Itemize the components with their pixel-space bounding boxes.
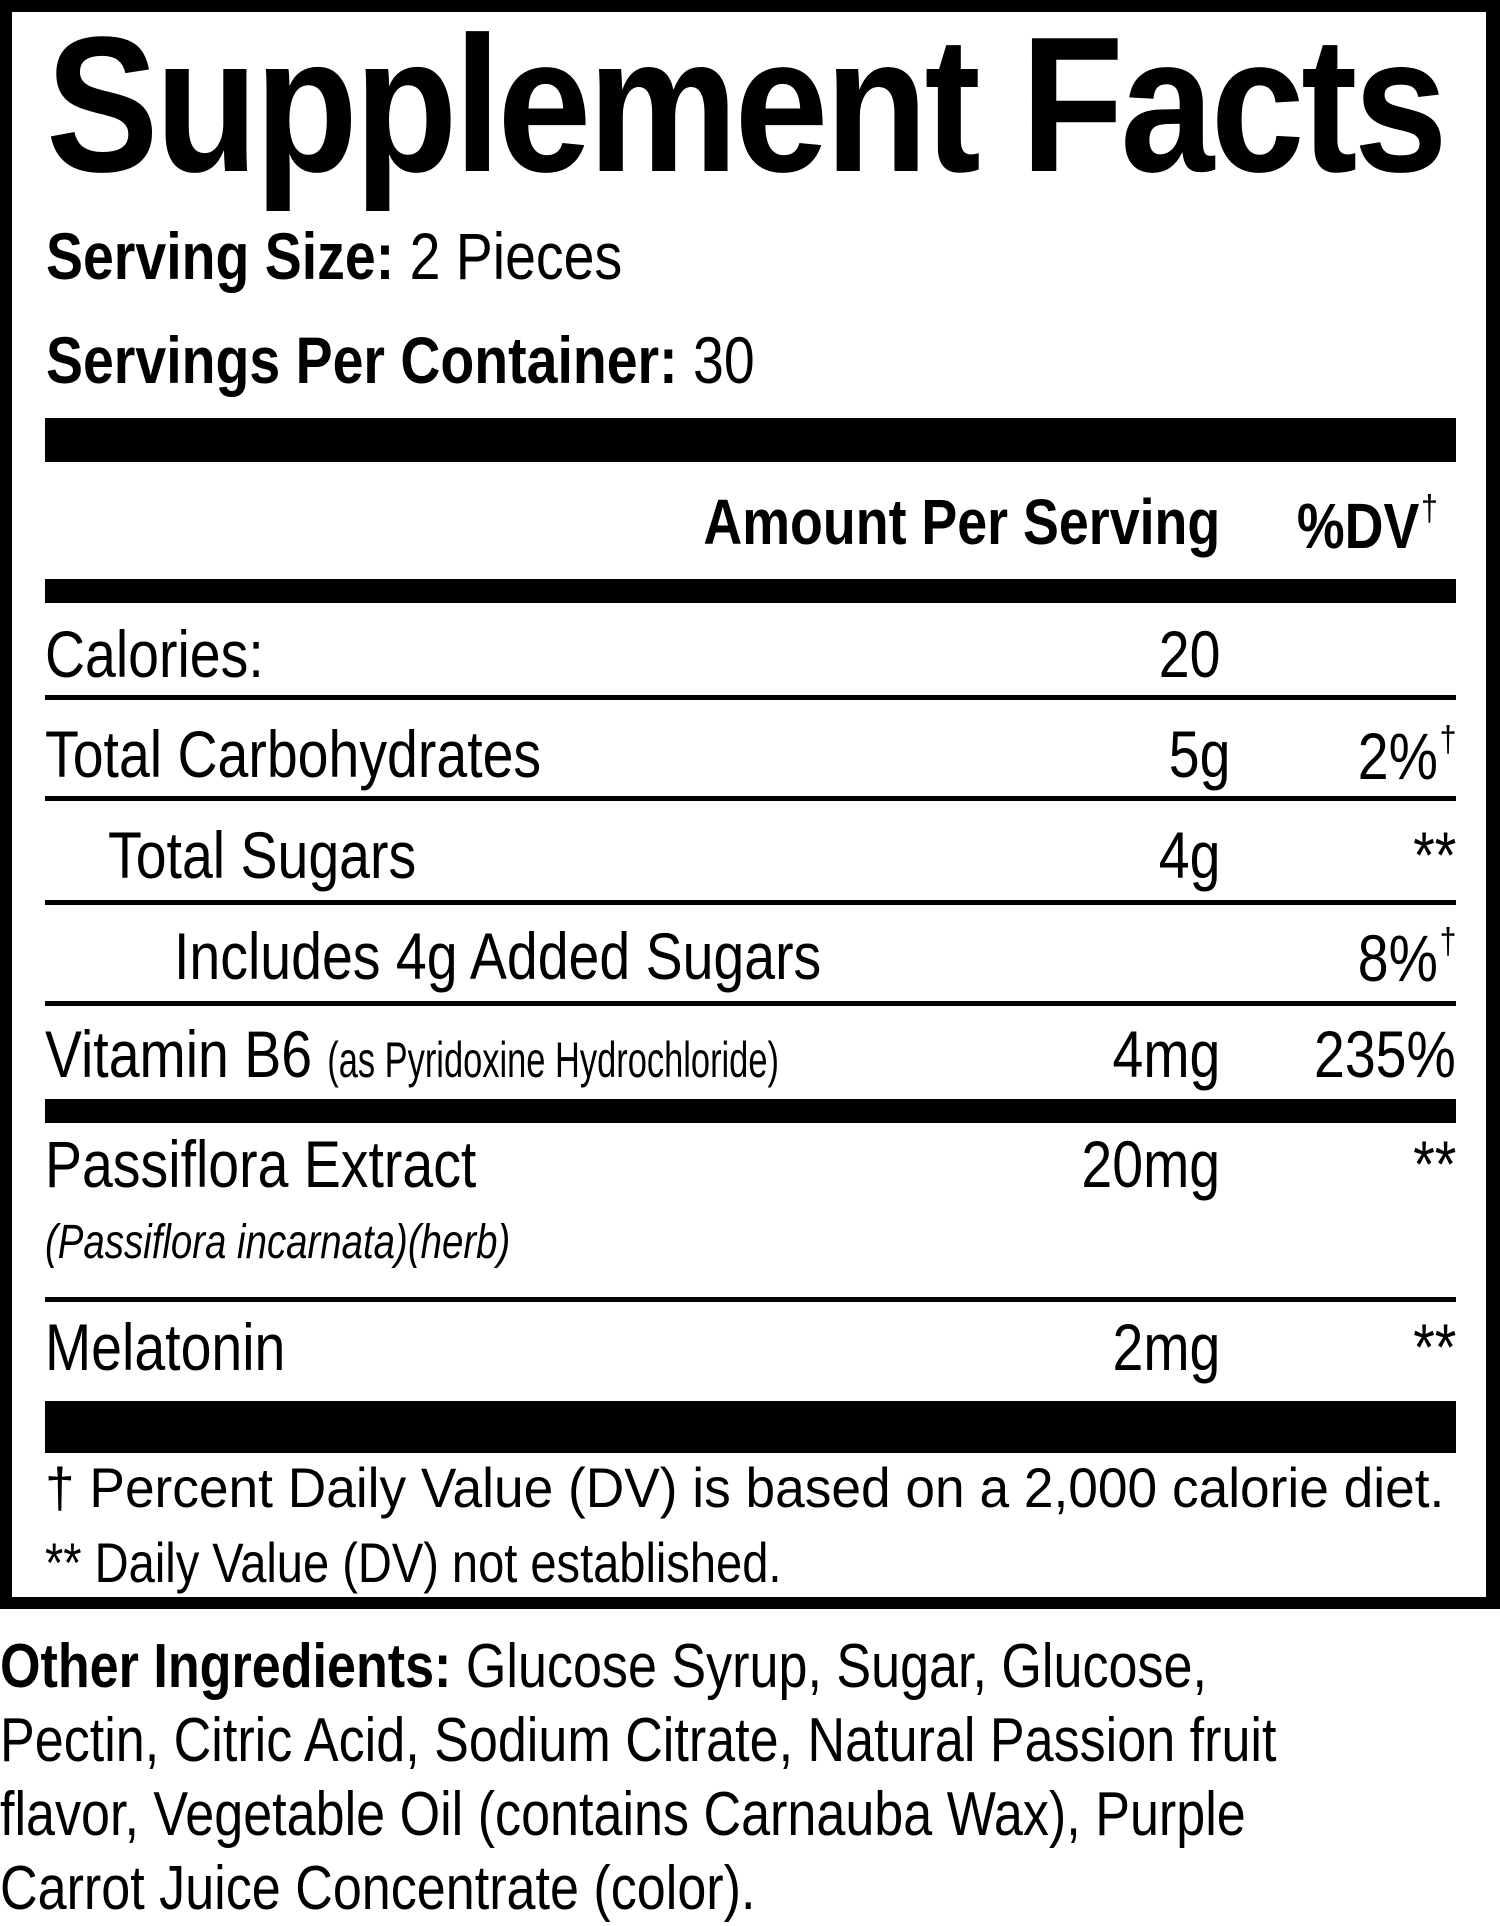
footnote-text: † Percent Daily Value (DV) is based on a…: [45, 1456, 1445, 1519]
dagger-mark: †: [1439, 920, 1456, 961]
divider-thin: [45, 1297, 1456, 1302]
title-text: Supplement Facts: [46, 0, 1448, 212]
nutrient-dv: **: [1412, 818, 1456, 892]
nutrient-detail: (as Pyridoxine Hydrochloride): [327, 1032, 780, 1088]
divider-medium: [45, 579, 1456, 603]
footnote-text: ** Daily Value (DV) not established.: [45, 1531, 782, 1594]
nutrient-amount: 4g: [1158, 818, 1220, 892]
divider-thick: [45, 418, 1456, 462]
divider-thin: [45, 900, 1456, 905]
nutrient-amount: 4mg: [1112, 1017, 1220, 1091]
nutrient-name: Vitamin B6: [45, 1017, 313, 1091]
other-ingredients: Other Ingredients: Glucose Syrup, Sugar,…: [0, 1630, 1500, 1926]
amount-per-serving-header: Amount Per Serving: [605, 490, 1220, 554]
nutrient-amount: 20mg: [1081, 1127, 1220, 1201]
nutrient-dv: **: [1412, 1310, 1456, 1384]
nutrient-detail: (Passiflora incarnata)(herb): [45, 1216, 511, 1269]
ingredients-line: Carrot Juice Concentrate (color).: [0, 1854, 756, 1923]
nutrient-name: Total Carbohydrates: [45, 717, 542, 791]
servings-per-container-label: Servings Per Container:: [46, 323, 678, 397]
dv-header: %DV†: [1270, 487, 1438, 559]
nutrient-row-added-sugars: Includes 4g Added Sugars 8%†: [45, 923, 1456, 993]
nutrient-name: Passiflora Extract: [45, 1127, 477, 1201]
nutrient-row-total-sugars: Total Sugars 4g **: [45, 822, 1456, 892]
footnote-dv: † Percent Daily Value (DV) is based on a…: [45, 1460, 1500, 1516]
divider-thin: [45, 695, 1456, 700]
divider-thin: [45, 1001, 1456, 1006]
footnote-not-established: ** Daily Value (DV) not established.: [45, 1535, 922, 1591]
nutrient-row-melatonin: Melatonin 2mg **: [45, 1314, 1456, 1384]
divider-thick: [45, 1401, 1456, 1453]
servings-per-container: Servings Per Container: 30: [46, 327, 890, 393]
nutrient-row-calories: Calories: 20: [45, 621, 1456, 691]
nutrient-name: Total Sugars: [108, 818, 417, 892]
divider-thin: [45, 796, 1456, 801]
ingredients-line: flavor, Vegetable Oil (contains Carnauba…: [0, 1780, 1246, 1849]
nutrient-dv: 2%: [1357, 719, 1438, 793]
nutrient-dv: **: [1412, 1127, 1456, 1201]
nutrient-row-total-carbohydrates: Total Carbohydrates 5g 2%†: [45, 721, 1456, 791]
panel-title: Supplement Facts: [46, 8, 1500, 201]
nutrient-amount: 20: [1158, 617, 1220, 691]
nutrient-dv: 8%: [1357, 921, 1438, 995]
nutrient-name: Calories:: [45, 617, 264, 691]
ingredients-line: Glucose Syrup, Sugar, Glucose,: [451, 1632, 1207, 1701]
serving-size: Serving Size: 2 Pieces: [46, 223, 732, 289]
dv-header-text: %DV: [1297, 490, 1420, 562]
amount-header-text: Amount Per Serving: [703, 486, 1220, 558]
nutrient-name: Melatonin: [45, 1310, 286, 1384]
dagger-mark: †: [1439, 718, 1456, 759]
other-ingredients-label: Other Ingredients:: [0, 1632, 452, 1701]
nutrient-name: Includes 4g Added Sugars: [174, 919, 822, 993]
ingredients-line: Pectin, Citric Acid, Sodium Citrate, Nat…: [0, 1706, 1277, 1775]
serving-size-value: 2 Pieces: [409, 219, 623, 293]
divider-medium: [45, 1099, 1456, 1123]
nutrient-row-passiflora-extract: Passiflora Extract 20mg **: [45, 1131, 1456, 1201]
supplement-facts-panel: [0, 0, 1500, 1609]
dagger-mark: †: [1421, 487, 1438, 528]
nutrient-amount: 2mg: [1112, 1310, 1220, 1384]
passiflora-detail: (Passiflora incarnata)(herb): [45, 1219, 627, 1267]
servings-per-container-value: 30: [692, 323, 755, 397]
nutrient-amount: 5g: [1168, 717, 1230, 791]
nutrient-row-vitamin-b6: Vitamin B6 (as Pyridoxine Hydrochloride)…: [45, 1021, 1456, 1091]
serving-size-label: Serving Size:: [46, 219, 395, 293]
nutrient-dv: 235%: [1314, 1017, 1456, 1091]
